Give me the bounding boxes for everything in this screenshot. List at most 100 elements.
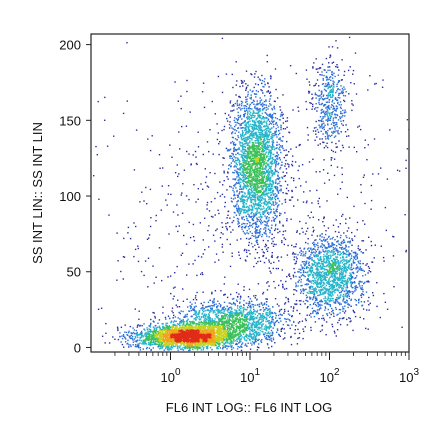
data-point [237, 218, 240, 220]
data-point [251, 108, 253, 110]
data-point [256, 112, 258, 114]
data-point [147, 286, 149, 288]
data-point [238, 338, 240, 340]
data-point [270, 161, 272, 164]
data-point [323, 182, 326, 184]
data-point [254, 244, 256, 246]
data-point [273, 172, 276, 174]
data-point [316, 266, 318, 269]
data-point [293, 293, 295, 296]
data-point [252, 114, 255, 117]
data-point [250, 312, 252, 315]
data-point [238, 212, 240, 215]
data-point [325, 230, 327, 232]
data-point [248, 188, 250, 191]
data-point [336, 294, 339, 296]
data-point [244, 124, 246, 127]
data-point [347, 294, 349, 297]
data-point [261, 248, 263, 251]
data-point [369, 302, 371, 304]
data-point [314, 274, 316, 276]
data-point [288, 319, 291, 321]
data-point [151, 135, 153, 137]
data-point [312, 248, 314, 250]
data-point [268, 146, 270, 149]
data-point [348, 317, 350, 319]
data-point [239, 340, 241, 342]
data-point [180, 254, 182, 256]
data-point [331, 297, 333, 300]
data-point [239, 143, 241, 145]
data-point [302, 328, 304, 330]
data-point [270, 134, 273, 136]
data-point [266, 123, 268, 125]
data-point [139, 336, 141, 339]
data-point [278, 157, 281, 159]
data-point [249, 133, 252, 135]
data-point [280, 190, 282, 192]
data-point [273, 123, 275, 126]
data-point [267, 309, 269, 311]
data-point [273, 212, 275, 214]
data-point [235, 299, 238, 301]
data-point [230, 346, 233, 348]
data-point [167, 349, 169, 351]
data-point [305, 108, 308, 110]
data-point [376, 305, 378, 308]
data-point [261, 325, 263, 327]
data-point [176, 265, 178, 268]
data-point [267, 201, 269, 204]
data-point [193, 313, 195, 316]
data-point [333, 122, 336, 124]
data-point [244, 105, 246, 107]
data-point [122, 334, 125, 336]
data-point [323, 147, 326, 149]
data-point [275, 164, 277, 167]
data-point [255, 223, 257, 226]
data-point [262, 205, 265, 208]
data-point [331, 71, 333, 74]
data-point [276, 216, 278, 218]
data-point [355, 254, 357, 256]
data-point [295, 286, 297, 288]
data-point [265, 320, 267, 323]
data-point [266, 312, 269, 314]
data-point [401, 326, 403, 328]
data-point [404, 214, 406, 216]
data-point [228, 114, 230, 116]
data-point [253, 310, 256, 312]
data-point [244, 344, 246, 347]
data-point [302, 292, 305, 295]
data-point [300, 285, 302, 287]
data-point [189, 307, 192, 310]
data-point [236, 239, 238, 241]
data-point [268, 192, 270, 194]
data-point [248, 313, 250, 315]
data-point [332, 110, 334, 113]
data-point [215, 229, 217, 232]
data-point [251, 206, 254, 208]
data-point [252, 112, 254, 114]
data-point [333, 122, 335, 125]
data-point [273, 280, 275, 283]
data-point [209, 311, 211, 314]
data-point [243, 127, 246, 129]
data-point [319, 235, 321, 237]
data-point [330, 91, 332, 93]
data-point [242, 205, 244, 207]
data-point [246, 345, 248, 347]
data-point [243, 286, 245, 288]
data-point [340, 234, 342, 237]
data-point [238, 176, 240, 179]
data-point [277, 267, 279, 270]
data-point [256, 349, 259, 351]
data-point [261, 318, 263, 320]
data-point [317, 202, 320, 205]
data-point [324, 290, 326, 293]
data-point [139, 342, 141, 344]
data-point [241, 164, 244, 167]
data-point [307, 280, 310, 282]
data-point [254, 222, 256, 224]
data-point [336, 245, 338, 247]
data-point [327, 281, 329, 283]
